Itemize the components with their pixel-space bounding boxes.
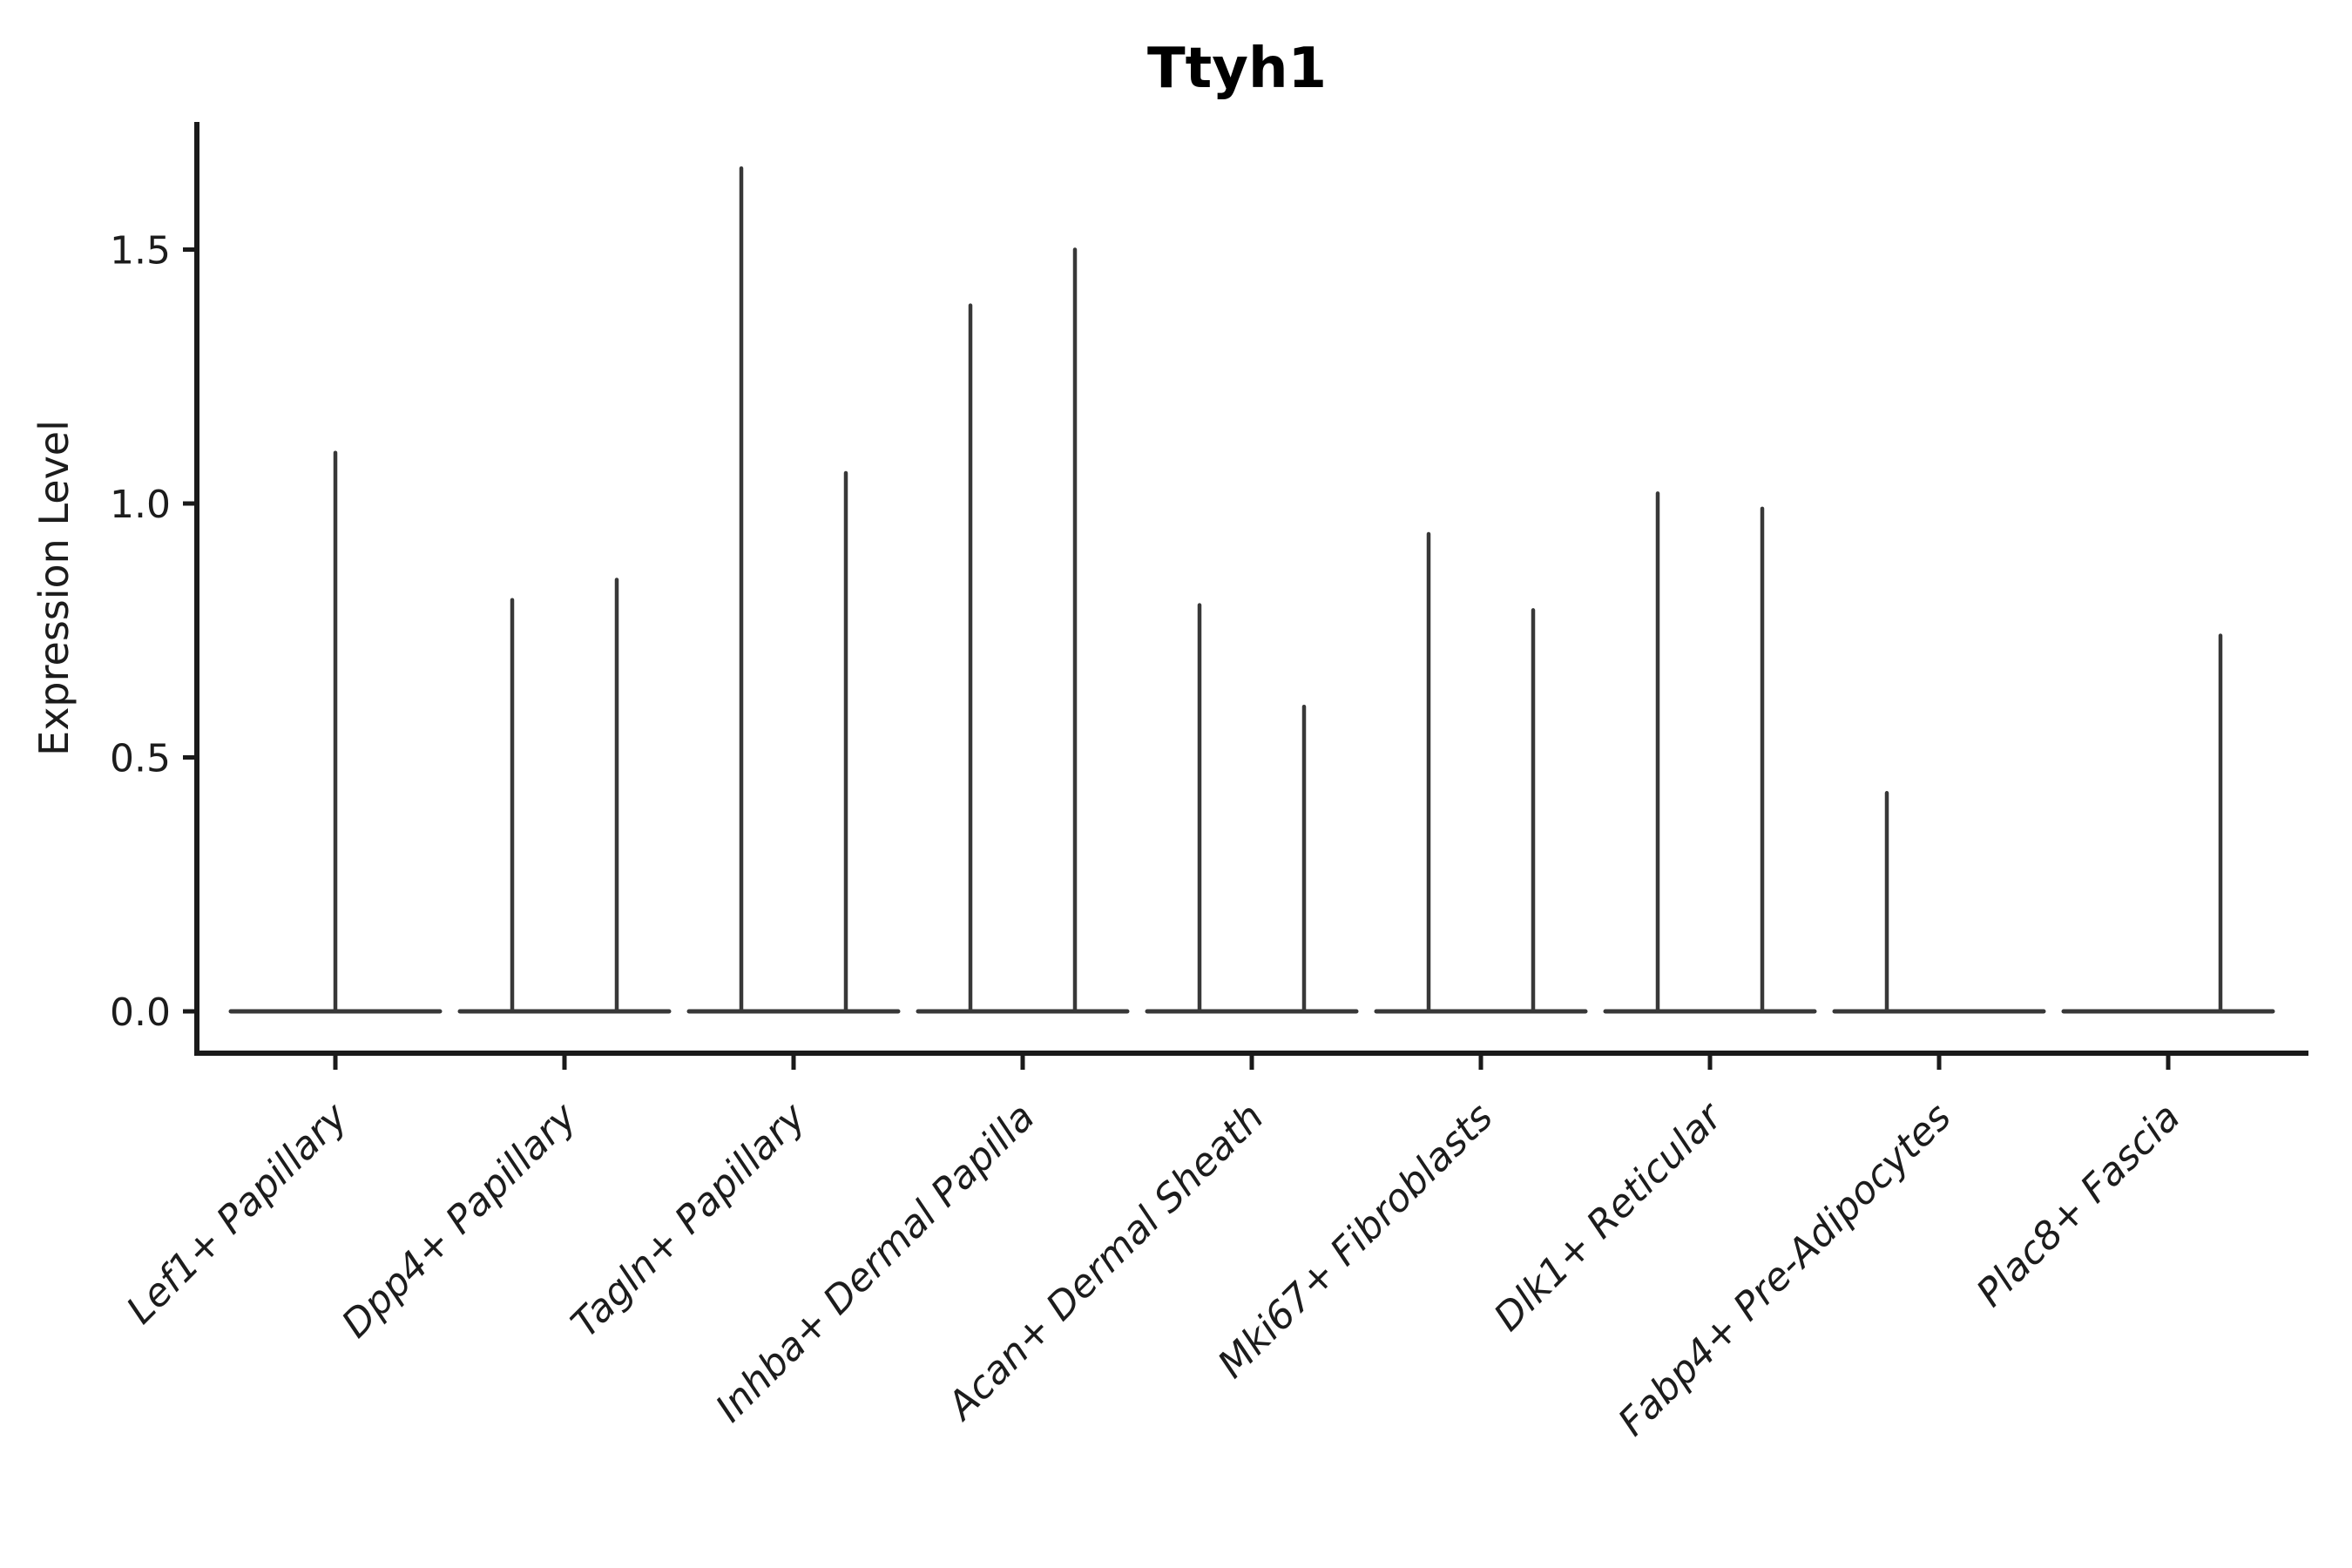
violins: [228, 166, 2275, 1014]
y-axis-ticks: 0.0 0.5 1.0 1.5: [110, 229, 197, 1035]
y-tick-label: 1.0: [110, 483, 171, 527]
x-tick-label: Dlk1+ Reticular: [1485, 1093, 1732, 1340]
x-tick-label: Tagln+ Papillary: [563, 1094, 814, 1346]
y-tick-label: 1.5: [110, 229, 171, 274]
y-tick-label: 0.0: [110, 990, 171, 1035]
y-axis-label: Expression Level: [30, 420, 78, 756]
x-tick-label: Plac8+ Fascia: [1968, 1095, 2188, 1315]
x-tick-label: Lef1+ Papillary: [118, 1094, 357, 1333]
x-tick-label: Dpp4+ Papillary: [334, 1094, 586, 1347]
y-tick-label: 0.5: [110, 737, 171, 781]
chart-title: Ttyh1: [1147, 37, 1327, 101]
